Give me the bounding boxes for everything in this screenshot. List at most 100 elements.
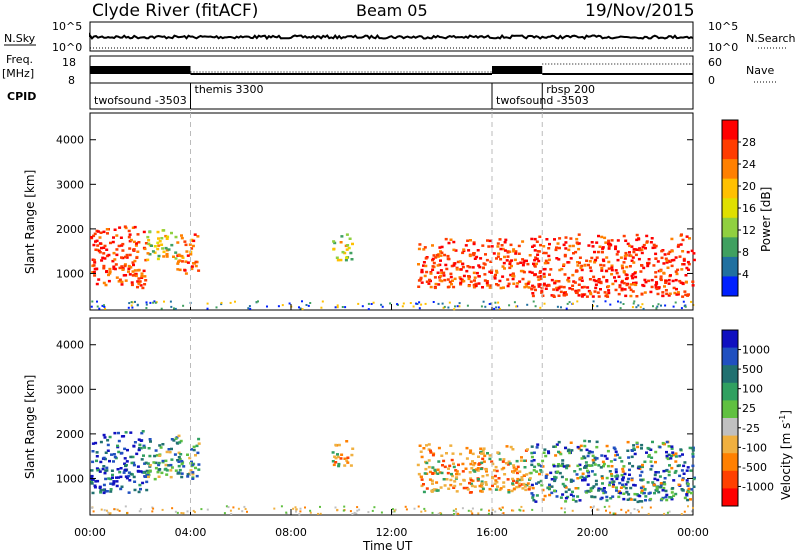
- power-cell-659: [634, 283, 638, 287]
- power-cell-540: [668, 260, 672, 263]
- velocity-cell-183: [192, 448, 196, 452]
- freq-trace: [90, 63, 693, 75]
- velocity-cell-903: [615, 474, 619, 477]
- power-ground-141: [130, 301, 133, 304]
- velocity-cell-776: [597, 489, 601, 492]
- velocity-ground-133: [229, 509, 232, 512]
- power-cell-385: [425, 280, 429, 283]
- power-ground-96: [160, 307, 163, 310]
- power-cell-662: [567, 248, 571, 252]
- velocity-cell-272: [334, 461, 338, 464]
- power-cell-537: [589, 269, 593, 273]
- power-cell-340: [484, 253, 487, 256]
- velocity-cell-913: [601, 477, 604, 480]
- power-cell-436: [511, 272, 515, 275]
- power-cell-542: [542, 245, 546, 248]
- velocity-cell-931: [653, 477, 657, 481]
- power-ground-31: [656, 305, 659, 308]
- power-ground-61: [619, 301, 622, 304]
- power-cell-924: [670, 249, 674, 253]
- velocity-cell-409: [518, 470, 522, 473]
- power-cell-342: [419, 276, 423, 280]
- velocity-cell-733: [631, 464, 635, 468]
- power-cell-777: [664, 289, 668, 292]
- velocity-cell-843: [590, 470, 594, 473]
- power-cell-512: [438, 279, 442, 282]
- velocity-cell-788: [574, 500, 578, 503]
- velocity-cell-256: [154, 449, 158, 452]
- power-ground-21: [145, 303, 148, 306]
- velocity-cell-623: [613, 447, 617, 451]
- power-ground-11: [641, 303, 644, 306]
- velocity-cell-877: [583, 478, 587, 482]
- power-cell-74: [115, 234, 119, 237]
- velocity-cell-810: [541, 465, 545, 468]
- power-cell-250: [345, 233, 349, 236]
- power-cell-649: [665, 261, 669, 264]
- power-cell-729: [617, 292, 621, 296]
- velocity-cell-927: [674, 455, 678, 458]
- power-cell-259: [339, 258, 343, 262]
- velocity-cell-252: [164, 467, 168, 471]
- power-cell-489: [493, 277, 497, 280]
- velocity-ground-115: [356, 509, 359, 512]
- velocity-cell-879: [658, 445, 662, 449]
- power-cell-758: [628, 286, 632, 289]
- power-cell-732: [593, 261, 597, 264]
- power-cell-191: [156, 230, 160, 234]
- velocity-cell-846: [641, 465, 644, 469]
- velocity-cell-974: [628, 468, 631, 472]
- power-cell-789: [682, 259, 686, 262]
- power-cell-382: [440, 251, 444, 254]
- power-cell-640: [605, 256, 609, 259]
- power-colorbar-swatch-1: [722, 139, 738, 160]
- velocity-cell-901: [530, 445, 534, 448]
- velocity-cell-908: [678, 474, 682, 478]
- velocity-cell-498: [462, 479, 466, 482]
- velocity-cell-302: [420, 484, 424, 488]
- power-ground-89: [255, 301, 258, 304]
- velocity-cell-784: [593, 463, 597, 466]
- velocity-cell-331: [493, 474, 497, 478]
- power-cell-424: [442, 271, 446, 275]
- power-cell-617: [631, 276, 635, 280]
- power-cell-827: [645, 240, 649, 243]
- power-cell-534: [614, 247, 617, 251]
- power-cell-338: [461, 251, 465, 255]
- power-cell-874: [687, 268, 690, 271]
- velocity-ground-17: [124, 505, 127, 508]
- power-cell-97: [92, 264, 96, 267]
- velocity-cell-155: [93, 484, 97, 487]
- velocity-cell-859: [600, 475, 604, 478]
- power-cell-881: [622, 261, 626, 264]
- velocity-ground-64: [589, 506, 592, 509]
- velocity-cell-622: [672, 453, 675, 457]
- power-cell-723: [631, 273, 635, 276]
- velocity-cell-480: [527, 488, 531, 491]
- velocity-cell-508: [481, 487, 485, 491]
- power-colorbar-tick-label-1: 24: [742, 158, 756, 171]
- power-cell-545: [580, 264, 584, 268]
- velocity-cell-842: [626, 440, 630, 444]
- power-cell-730: [625, 283, 629, 287]
- power-ground-126: [215, 306, 218, 309]
- velocity-ground-109: [105, 509, 108, 512]
- power-cell-901: [655, 287, 659, 291]
- velocity-cell-598: [690, 491, 693, 495]
- power-ground-117: [560, 306, 562, 309]
- power-ground-59: [220, 303, 223, 306]
- velocity-cell-137: [91, 442, 95, 445]
- power-cell-651: [674, 256, 678, 259]
- power-cell-605: [606, 295, 610, 298]
- power-cell-741: [649, 290, 653, 294]
- power-cell-624: [578, 256, 582, 259]
- velocity-cell-129: [112, 460, 115, 463]
- velocity-cell-976: [680, 488, 684, 491]
- velocity-cell-271: [331, 451, 335, 454]
- velocity-cell-804: [564, 446, 567, 450]
- power-cell-474: [527, 286, 531, 289]
- power-cell-553: [604, 241, 608, 244]
- velocity-cell-418: [437, 446, 441, 450]
- velocity-cell-260: [194, 454, 197, 457]
